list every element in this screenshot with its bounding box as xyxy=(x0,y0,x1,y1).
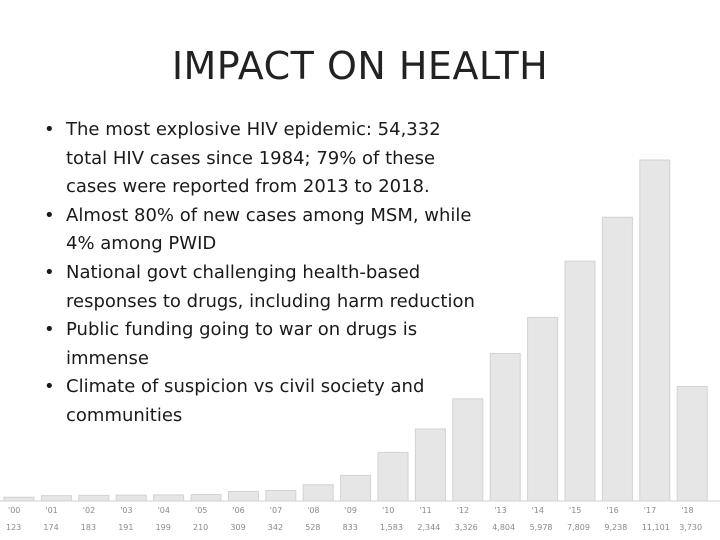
bar xyxy=(78,494,110,502)
bullet-glyph: • xyxy=(44,204,55,226)
data-label: 199 xyxy=(156,523,171,532)
data-label: 3,326 xyxy=(455,523,478,532)
x-tick-label: '15 xyxy=(569,506,581,515)
x-tick-label: '00 xyxy=(8,506,20,515)
x-tick-label: '12 xyxy=(457,506,469,515)
x-tick-label: '04 xyxy=(158,506,170,515)
x-tick-label: '14 xyxy=(532,506,544,515)
bar xyxy=(377,451,409,502)
data-label: 210 xyxy=(193,523,208,532)
bullet-list: • The most explosive HIV epidemic: 54,332… xyxy=(44,116,484,431)
bar xyxy=(489,352,521,502)
bar xyxy=(115,494,147,502)
data-label: 342 xyxy=(268,523,283,532)
x-tick-label: '01 xyxy=(45,506,57,515)
x-tick-label: '07 xyxy=(270,506,282,515)
data-label: 4,804 xyxy=(492,523,515,532)
data-label: 833 xyxy=(343,523,358,532)
bar xyxy=(40,495,72,502)
x-tick-label: '16 xyxy=(606,506,618,515)
bullet-text: Public funding going to war on drugs is … xyxy=(66,319,418,369)
bullet-text: Almost 80% of new cases among MSM, while… xyxy=(66,204,472,255)
bar xyxy=(414,428,446,502)
bullet-glyph: • xyxy=(44,119,55,140)
x-tick-label: '09 xyxy=(345,506,357,515)
data-label: 309 xyxy=(230,523,245,532)
data-label: 183 xyxy=(81,523,96,532)
x-tick-label: '17 xyxy=(644,506,656,515)
x-tick-label: '05 xyxy=(195,506,207,515)
x-tick-label: '18 xyxy=(681,506,693,515)
slide-title: IMPACT ON HEALTH xyxy=(171,44,549,88)
data-label: 528 xyxy=(305,523,320,532)
bar xyxy=(302,484,334,502)
bullet-text: The most explosive HIV epidemic: 54,332 … xyxy=(66,119,441,198)
x-tick-label: '10 xyxy=(382,506,394,515)
x-tick-label: '03 xyxy=(120,506,132,515)
x-tick-label: '11 xyxy=(419,506,431,515)
data-label: 11,101 xyxy=(642,523,670,532)
x-tick-label: '08 xyxy=(307,506,319,515)
bar xyxy=(190,494,222,502)
bar xyxy=(452,398,484,502)
x-tick-label: '02 xyxy=(83,506,95,515)
bar xyxy=(527,316,559,502)
bar xyxy=(227,491,259,502)
data-label: 123 xyxy=(6,523,21,532)
bullet-item: • Climate of suspicion vs civil society a… xyxy=(44,373,484,430)
data-label: 5,978 xyxy=(530,523,553,532)
bar xyxy=(265,489,297,502)
data-label: 174 xyxy=(43,523,58,532)
bullet-item: • The most explosive HIV epidemic: 54,332… xyxy=(44,116,484,202)
bullet-text: Climate of suspicion vs civil society an… xyxy=(66,376,425,426)
bullet-text: National govt challenging health-based r… xyxy=(66,261,475,312)
bar xyxy=(3,496,35,502)
bullet-glyph: • xyxy=(44,261,55,283)
bullet-glyph: • xyxy=(44,376,55,398)
data-label: 9,238 xyxy=(604,523,627,532)
data-label: 2,344 xyxy=(417,523,440,532)
bar xyxy=(601,216,633,502)
bar xyxy=(153,494,185,502)
x-tick-label: '06 xyxy=(232,506,244,515)
data-label: 7,809 xyxy=(567,523,590,532)
bar xyxy=(639,159,671,502)
bar xyxy=(564,260,596,502)
bullet-glyph: • xyxy=(44,319,55,341)
bar xyxy=(676,385,708,502)
bar xyxy=(340,474,372,502)
bullet-item: • Public funding going to war on drugs is… xyxy=(44,316,484,373)
data-label: 1,583 xyxy=(380,523,403,532)
data-label: 3,730 xyxy=(679,523,702,532)
x-tick-label: '13 xyxy=(494,506,506,515)
bullet-item: • Almost 80% of new cases among MSM, whil… xyxy=(44,202,484,259)
data-label: 191 xyxy=(118,523,133,532)
bullet-item: • National govt challenging health-based … xyxy=(44,259,484,316)
